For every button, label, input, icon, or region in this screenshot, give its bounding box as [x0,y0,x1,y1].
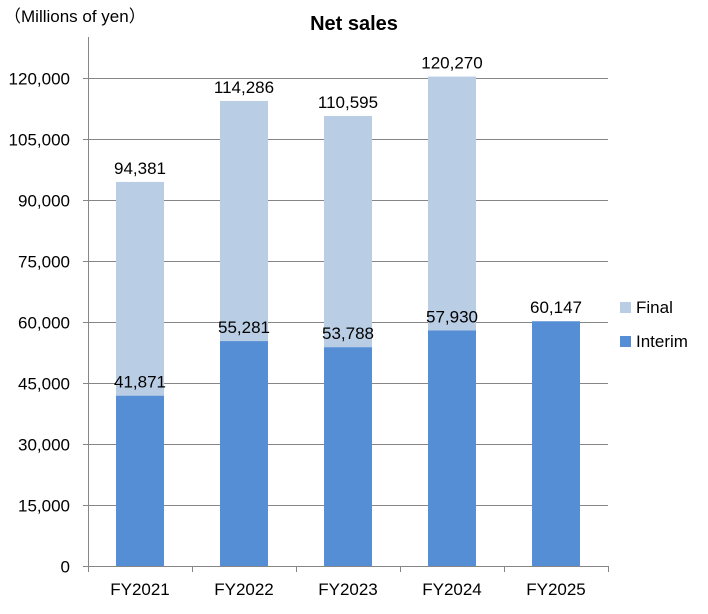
data-label-total: 114,286 [214,78,274,97]
data-label-total: 120,270 [421,54,482,73]
bar-final [220,100,268,342]
x-tick-label: FY2022 [214,580,274,599]
y-tick-label: 30,000 [18,436,70,455]
data-label-interim: 57,930 [426,307,478,326]
bar-interim [324,347,372,566]
bar-final [116,181,164,396]
x-tick-label: FY2025 [526,580,586,599]
legend-swatch-final [620,302,631,313]
data-label-interim: 41,871 [114,373,166,392]
legend-label-interim: Interim [636,332,688,351]
data-label-interim: 53,788 [322,324,374,343]
chart-title: Net sales [310,13,398,35]
y-tick-label: 75,000 [18,253,70,272]
bar-interim [428,330,476,566]
bar-interim [116,395,164,566]
y-tick-label: 120,000 [9,70,70,89]
data-label-interim: 55,281 [218,318,270,337]
y-tick-label: 60,000 [18,314,70,333]
x-tick-label: FY2021 [110,580,170,599]
y-tick-label: 0 [61,558,70,577]
y-tick-label: 45,000 [18,375,70,394]
bar-final [324,115,372,348]
bar-interim [532,321,580,566]
data-label-interim: 60,147 [530,298,582,317]
legend-label-final: Final [636,298,673,317]
legend-swatch-interim [620,336,631,347]
data-label-total: 110,595 [318,93,378,112]
y-tick-label: 15,000 [18,497,70,516]
y-tick-label: 105,000 [9,131,70,150]
bar-interim [220,341,268,566]
data-label-total: 94,381 [114,159,166,178]
y-tick-label: 90,000 [18,192,70,211]
bar-final [428,76,476,331]
x-tick-label: FY2024 [422,580,482,599]
x-tick-label: FY2023 [318,580,378,599]
unit-label: （Millions of yen） [4,7,146,26]
